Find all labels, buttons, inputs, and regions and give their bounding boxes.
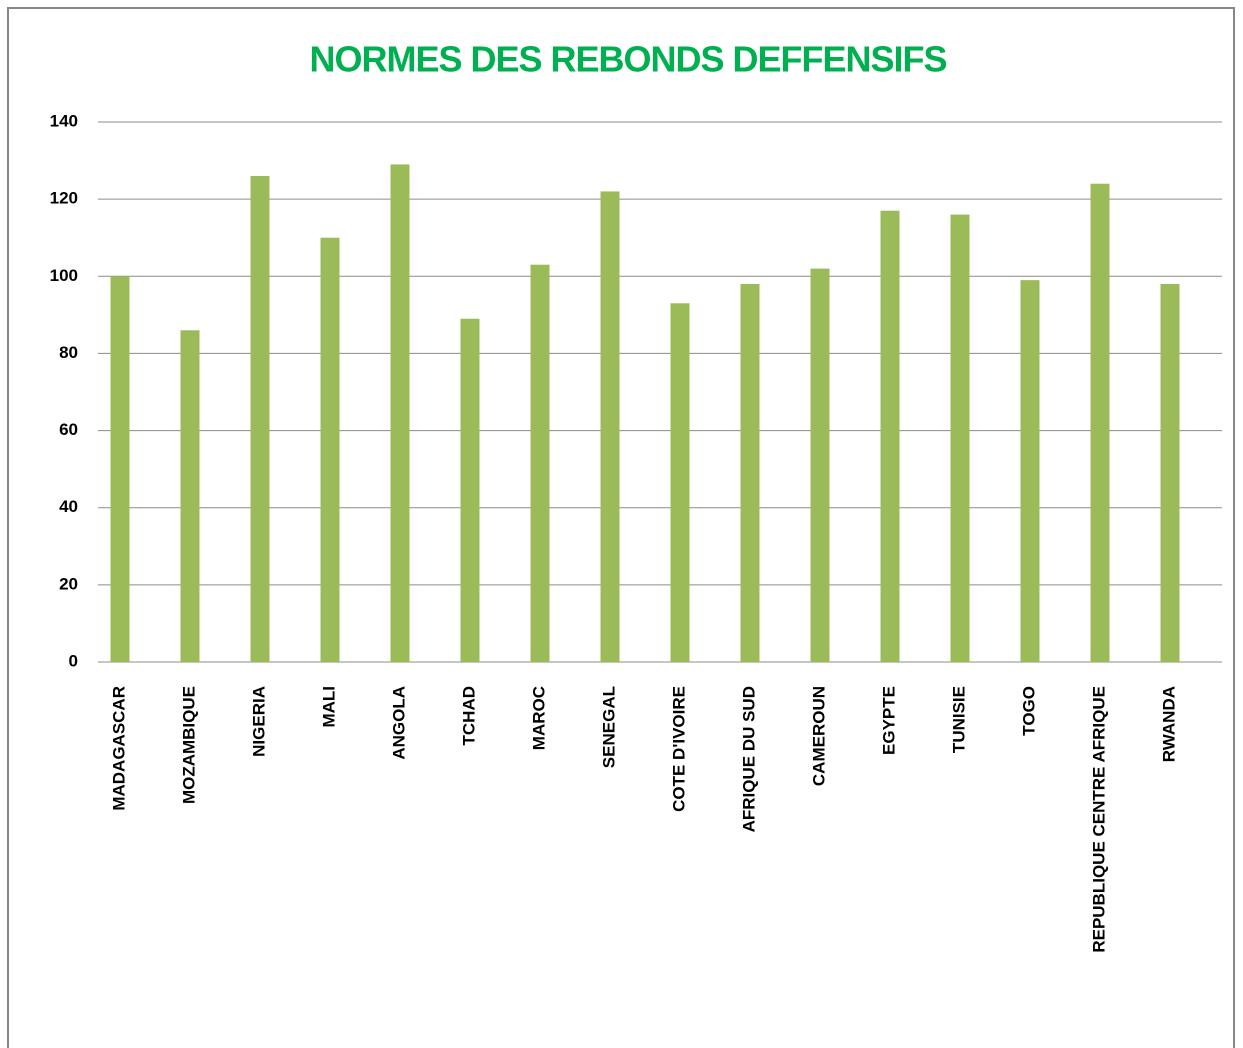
y-tick-label: 100 [50, 266, 78, 285]
bar [250, 176, 270, 662]
x-tick-label: COTE D'IVOIRE [669, 686, 688, 812]
y-tick-label: 40 [59, 497, 78, 516]
x-tick-label: EGYPTE [879, 686, 898, 755]
bar [600, 191, 620, 662]
x-tick-label: NIGERIA [249, 686, 268, 757]
x-tick-label: TOGO [1019, 686, 1038, 736]
x-tick-label: MADAGASCAR [109, 686, 128, 811]
x-tick-label: MOZAMBIQUE [179, 686, 198, 804]
y-tick-label: 120 [50, 189, 78, 208]
bar [810, 268, 830, 662]
bar [670, 303, 690, 662]
bar [950, 214, 970, 663]
x-tick-label: TCHAD [459, 686, 478, 746]
bar [740, 284, 760, 662]
chart-title: NORMES DES REBONDS DEFFENSIFS [309, 39, 946, 80]
y-tick-label: 20 [59, 574, 78, 593]
y-tick-label: 80 [59, 343, 78, 362]
bar [390, 164, 410, 662]
x-tick-label: MAROC [529, 686, 548, 750]
x-tick-label: SENEGAL [599, 686, 618, 768]
bar [320, 237, 340, 662]
x-tick-label: CAMEROUN [809, 686, 828, 786]
x-tick-label: ANGOLA [389, 686, 408, 760]
x-tick-label: AFRIQUE DU SUD [739, 686, 758, 832]
bar [530, 264, 550, 662]
bar [460, 318, 480, 662]
bar [1020, 280, 1040, 662]
y-tick-label: 60 [59, 420, 78, 439]
x-tick-label: MALI [319, 686, 338, 728]
bar [180, 330, 200, 662]
y-tick-label: 140 [50, 111, 78, 130]
x-tick-label: TUNISIE [949, 686, 968, 753]
bar [1160, 284, 1180, 662]
y-tick-label: 0 [69, 651, 78, 670]
bar [880, 210, 900, 662]
bar [110, 276, 130, 662]
bar [1090, 183, 1110, 662]
x-tick-label: RWANDA [1159, 686, 1178, 762]
x-tick-label: REPUBLIQUE CENTRE AFRIQUE [1089, 686, 1108, 953]
